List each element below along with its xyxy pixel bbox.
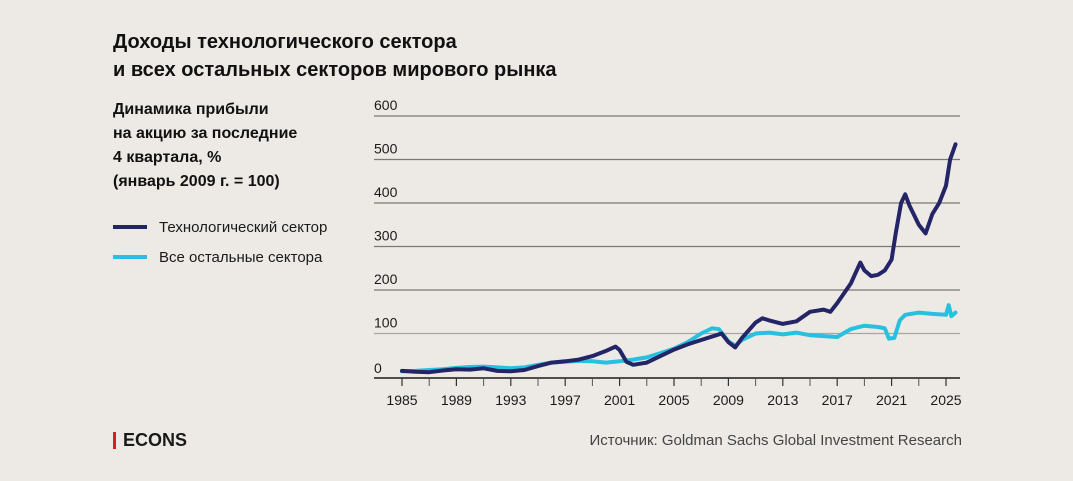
title-line-1: Доходы технологического сектора bbox=[113, 31, 457, 53]
x-tick-label-2001: 2001 bbox=[604, 392, 635, 408]
x-tick-label-2021: 2021 bbox=[876, 392, 907, 408]
chart-title: Доходы технологического сектора и всех о… bbox=[113, 28, 557, 84]
y-tick-label-400: 400 bbox=[374, 184, 398, 200]
y-tick-label-200: 200 bbox=[374, 271, 398, 287]
chart-subtitle: Динамика прибыли на акцию за последние 4… bbox=[113, 98, 297, 194]
y-tick-label-600: 600 bbox=[374, 97, 398, 113]
x-tick-label-1989: 1989 bbox=[441, 392, 472, 408]
legend-label-tech: Технологический сектор bbox=[159, 218, 328, 236]
legend-item-others: Все остальные сектора bbox=[113, 242, 327, 272]
legend-item-tech: Технологический сектор bbox=[113, 212, 327, 242]
series-lines bbox=[400, 142, 958, 375]
subtitle-line-4: (январь 2009 г. = 100) bbox=[113, 173, 280, 190]
brand-name: ECONS bbox=[123, 430, 188, 450]
x-tick-label-2009: 2009 bbox=[713, 392, 744, 408]
series-line-others bbox=[400, 303, 958, 374]
x-tick-label-2025: 2025 bbox=[930, 392, 961, 408]
subtitle-line-3: 4 квартала, % bbox=[113, 149, 222, 166]
x-tick-label-1997: 1997 bbox=[550, 392, 581, 408]
y-tick-label-300: 300 bbox=[374, 228, 398, 244]
x-axis: 1985 1989 1993 1997 2001 2005 2009 2013 2017 2021… bbox=[374, 377, 962, 408]
legend: Технологический сектор Все остальные сек… bbox=[113, 212, 327, 272]
subtitle-line-1: Динамика прибыли bbox=[113, 101, 269, 118]
x-tick-label-2013: 2013 bbox=[767, 392, 798, 408]
title-line-2: и всех остальных секторов мирового рынка bbox=[113, 59, 557, 81]
y-tick-label-0: 0 bbox=[374, 360, 382, 376]
legend-swatch-others bbox=[113, 255, 147, 259]
x-tick-label-2005: 2005 bbox=[658, 392, 689, 408]
subtitle-line-2: на акцию за последние bbox=[113, 125, 298, 142]
legend-label-others: Все остальные сектора bbox=[159, 248, 323, 266]
source-note: Источник: Goldman Sachs Global Investmen… bbox=[589, 432, 962, 449]
x-tick-label-2017: 2017 bbox=[822, 392, 853, 408]
series-line-tech bbox=[400, 142, 958, 375]
grid: 0 100 200 300 400 500 600 bbox=[374, 97, 960, 376]
x-tick-label-1985: 1985 bbox=[386, 392, 417, 408]
legend-swatch-tech bbox=[113, 225, 147, 229]
y-tick-label-100: 100 bbox=[374, 315, 398, 331]
y-tick-label-500: 500 bbox=[374, 141, 398, 157]
x-tick-label-1993: 1993 bbox=[495, 392, 526, 408]
brand-logo: ECONS bbox=[113, 430, 187, 451]
brand-accent-bar bbox=[113, 432, 116, 449]
